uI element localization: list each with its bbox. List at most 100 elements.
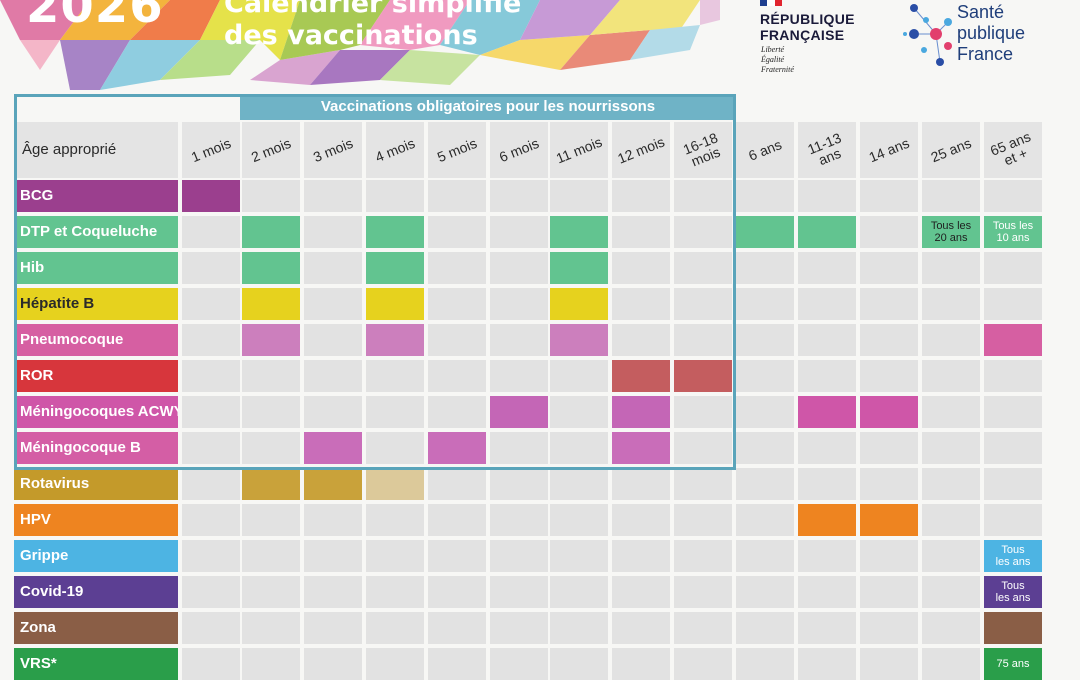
schedule-cell: [490, 432, 548, 464]
header-banner: 2026 Calendrier simplifié des vaccinatio…: [0, 0, 720, 100]
schedule-cell: [428, 396, 486, 428]
republique-francaise-logo: RÉPUBLIQUE FRANÇAISE Liberté Égalité Fra…: [758, 0, 888, 82]
schedule-cell: [798, 468, 856, 500]
french-flag-icon: [760, 0, 782, 6]
schedule-cell: [490, 180, 548, 212]
schedule-cell: [304, 396, 362, 428]
schedule-cell: [612, 504, 670, 536]
schedule-cell-filled: [304, 432, 362, 464]
schedule-cell-filled: [860, 396, 918, 428]
vaccine-label: Grippe: [14, 540, 178, 572]
column-header: 4 mois: [366, 122, 424, 178]
schedule-cell: [612, 288, 670, 320]
schedule-cell: [490, 504, 548, 536]
schedule-cell: [922, 180, 980, 212]
column-header: 11-13 ans: [798, 122, 856, 178]
schedule-cell-filled: [550, 216, 608, 248]
column-header-label: 25 ans: [928, 134, 974, 166]
schedule-cell-filled: [428, 432, 486, 464]
schedule-cell: [984, 468, 1042, 500]
schedule-cell: [922, 252, 980, 284]
schedule-cell: [550, 432, 608, 464]
schedule-cell-filled: [366, 468, 424, 500]
geometric-pattern-decoration: [0, 0, 720, 90]
schedule-cell: [674, 540, 732, 572]
schedule-cell: [736, 360, 794, 392]
schedule-cell: [674, 504, 732, 536]
schedule-cell: [922, 324, 980, 356]
schedule-cell: [304, 612, 362, 644]
column-header: 16-18 mois: [674, 122, 732, 178]
schedule-cell: [674, 576, 732, 608]
schedule-cell: [922, 612, 980, 644]
schedule-cell: [550, 576, 608, 608]
vaccine-label: Hib: [14, 252, 178, 284]
schedule-cell-filled: [984, 612, 1042, 644]
schedule-cell-filled: [366, 216, 424, 248]
schedule-cell: [550, 180, 608, 212]
schedule-cell: [242, 540, 300, 572]
schedule-cell-filled: [182, 180, 240, 212]
schedule-cell-filled: [242, 324, 300, 356]
schedule-cell: [984, 432, 1042, 464]
column-header: 3 mois: [304, 122, 362, 178]
schedule-cell: [736, 252, 794, 284]
schedule-cell: [922, 648, 980, 680]
schedule-cell: [550, 360, 608, 392]
republique-francaise-name: RÉPUBLIQUE FRANÇAISE: [760, 11, 855, 43]
schedule-cell: [798, 612, 856, 644]
schedule-cell: [922, 504, 980, 536]
schedule-cell-filled: [612, 396, 670, 428]
schedule-cell: [736, 288, 794, 320]
schedule-cell: [304, 216, 362, 248]
schedule-cell: [984, 180, 1042, 212]
schedule-cell-filled: [674, 360, 732, 392]
age-column-header: Âge approprié: [14, 122, 178, 178]
schedule-cell-filled: [490, 396, 548, 428]
mandatory-vaccinations-banner: Vaccinations obligatoires pour les nourr…: [240, 94, 736, 120]
schedule-cell: [674, 288, 732, 320]
schedule-cell: [366, 540, 424, 572]
schedule-cell: [182, 252, 240, 284]
schedule-cell: [798, 180, 856, 212]
schedule-cell: [242, 396, 300, 428]
schedule-cell: [490, 324, 548, 356]
schedule-cell: [182, 648, 240, 680]
column-header-label: 6 ans: [746, 136, 784, 164]
schedule-cell: [490, 288, 548, 320]
schedule-cell: [366, 396, 424, 428]
schedule-cell: [612, 540, 670, 572]
vaccine-label: BCG: [14, 180, 178, 212]
schedule-cell: [304, 288, 362, 320]
schedule-cell-filled: [366, 324, 424, 356]
schedule-cell: [736, 540, 794, 572]
schedule-cell: [550, 540, 608, 572]
schedule-cell: [242, 504, 300, 536]
schedule-cell: [182, 576, 240, 608]
schedule-cell: [612, 468, 670, 500]
schedule-cell: [860, 252, 918, 284]
schedule-cell: [490, 468, 548, 500]
schedule-cell-filled: [798, 504, 856, 536]
schedule-cell: [182, 468, 240, 500]
schedule-cell: [428, 360, 486, 392]
schedule-cell: [428, 252, 486, 284]
schedule-cell: [674, 216, 732, 248]
schedule-cell-filled: [366, 252, 424, 284]
schedule-cell: [428, 612, 486, 644]
schedule-cell: [182, 396, 240, 428]
schedule-cell: [304, 648, 362, 680]
network-dots-icon: [903, 4, 952, 66]
column-header-label: 3 mois: [310, 134, 356, 166]
schedule-cell: [428, 504, 486, 536]
schedule-cell: [428, 324, 486, 356]
schedule-cell: [182, 612, 240, 644]
column-header-label: 1 mois: [188, 134, 234, 166]
schedule-cell-filled: 75 ans: [984, 648, 1042, 680]
schedule-cell: [428, 576, 486, 608]
schedule-cell-filled: [242, 216, 300, 248]
vaccine-label: Pneumocoque: [14, 324, 178, 356]
schedule-cell-filled: [984, 324, 1042, 356]
schedule-cell: [984, 360, 1042, 392]
